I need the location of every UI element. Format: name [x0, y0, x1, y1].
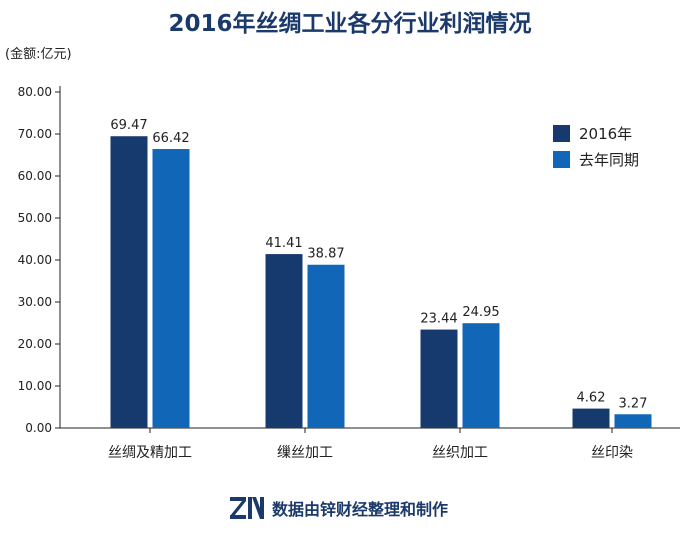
chart-title: 2016年丝绸工业各分行业利润情况 — [168, 11, 532, 37]
bar-2016 — [572, 408, 610, 428]
y-tick-label: 20.00 — [18, 337, 52, 351]
data-label: 4.62 — [577, 391, 606, 406]
y-tick-label: 50.00 — [18, 211, 52, 225]
bar-last-year — [462, 323, 500, 428]
bar-last-year — [152, 149, 190, 428]
x-tick-label: 丝绸及精加工 — [108, 445, 192, 461]
x-tick-label: 丝印染 — [591, 445, 633, 461]
y-tick-label: 70.00 — [18, 127, 52, 141]
y-tick-label: 40.00 — [18, 253, 52, 267]
footer-credit: 数据由锌财经整理和制作 — [272, 500, 449, 519]
data-label: 38.87 — [307, 247, 344, 262]
x-tick-label: 丝织加工 — [432, 445, 488, 461]
footer: 数据由锌财经整理和制作 — [228, 494, 448, 522]
unit-label: (金额:亿元) — [5, 47, 72, 62]
legend-label: 2016年 — [579, 125, 632, 143]
data-label: 23.44 — [420, 312, 457, 327]
zn-logo-icon — [230, 497, 264, 519]
bar-last-year — [307, 264, 345, 428]
y-tick-label: 60.00 — [18, 169, 52, 183]
legend-swatch — [553, 151, 570, 168]
bar-last-year — [614, 414, 652, 428]
data-label: 66.42 — [152, 131, 189, 146]
legend-label: 去年同期 — [579, 151, 639, 169]
data-label: 3.27 — [619, 396, 648, 411]
y-tick-label: 0.00 — [25, 421, 52, 435]
data-label: 24.95 — [462, 305, 499, 320]
data-label: 69.47 — [110, 118, 147, 133]
y-tick-label: 30.00 — [18, 295, 52, 309]
bar-2016 — [265, 254, 303, 428]
y-tick-label: 80.00 — [18, 85, 52, 99]
legend-swatch — [553, 125, 570, 142]
x-tick-label: 缫丝加工 — [277, 445, 333, 461]
bar-2016 — [110, 136, 148, 428]
data-label: 41.41 — [265, 236, 302, 251]
bar-2016 — [420, 329, 458, 428]
y-tick-label: 10.00 — [18, 379, 52, 393]
